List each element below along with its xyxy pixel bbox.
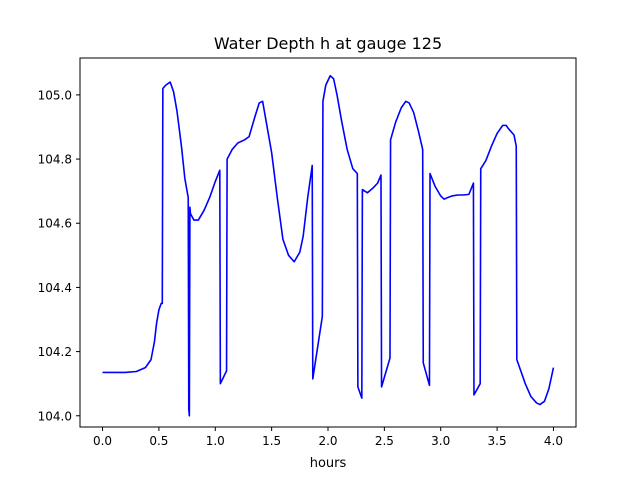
y-tick-label: 104.0: [38, 409, 72, 423]
x-axis-label: hours: [310, 456, 347, 471]
x-tick-label: 1.5: [262, 434, 281, 448]
x-tick-label: 1.0: [206, 434, 225, 448]
y-tick-label: 105.0: [38, 88, 72, 102]
y-tick-label: 104.4: [38, 281, 72, 295]
y-tick-label: 104.8: [38, 153, 72, 167]
x-tick-label: 3.0: [431, 434, 450, 448]
axis-ticks: 0.0 0.5 1.0 1.5 2.0 2.5 3.0 3.5 4.0 104.0 104.2 104…: [38, 88, 563, 448]
x-tick-label: 3.5: [488, 434, 507, 448]
plot-area: [102, 74, 555, 417]
x-tick-label: 0.0: [93, 434, 112, 448]
chart-title: Water Depth h at gauge 125: [214, 34, 442, 53]
y-tick-label: 104.2: [38, 345, 72, 359]
x-tick-label: 2.5: [375, 434, 394, 448]
y-tick-label: 104.6: [38, 217, 72, 231]
x-tick-label: 2.0: [318, 434, 337, 448]
x-tick-label: 0.5: [149, 434, 168, 448]
axes-frame: [79, 57, 577, 428]
x-tick-label: 4.0: [544, 434, 563, 448]
series-line-0: [102, 74, 555, 417]
